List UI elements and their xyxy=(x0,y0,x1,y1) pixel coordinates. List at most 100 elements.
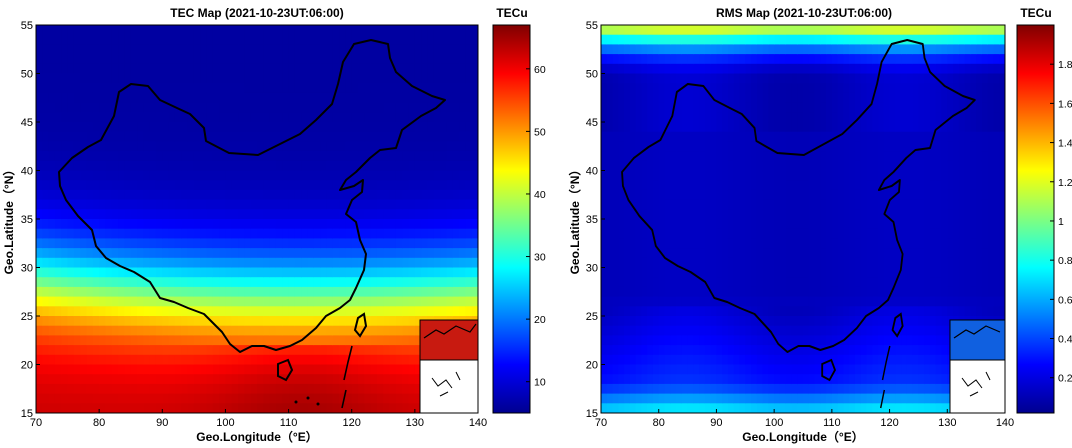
rms-cell xyxy=(808,228,816,239)
rms-cell xyxy=(878,34,885,45)
rms-cell xyxy=(826,170,833,181)
tec-cell xyxy=(86,83,94,94)
tec-cell xyxy=(244,219,252,230)
tec-cell xyxy=(42,316,50,327)
rms-cell xyxy=(779,277,787,288)
tec-cell xyxy=(86,25,94,36)
rms-cell xyxy=(601,325,608,336)
rms-cell xyxy=(768,189,775,201)
rms-cell xyxy=(872,403,879,413)
tec-cell xyxy=(471,44,478,55)
tec-cell xyxy=(440,44,448,55)
rms-cell xyxy=(849,102,856,113)
tec-cell xyxy=(376,219,384,230)
tec-cell xyxy=(307,354,315,366)
rms-cell xyxy=(635,325,642,336)
tec-cell xyxy=(36,335,43,346)
rms-cell xyxy=(872,325,879,336)
rms-cell xyxy=(808,267,816,278)
rms-cell xyxy=(670,34,677,45)
rms-cell xyxy=(745,316,752,327)
tec-cell xyxy=(149,63,157,75)
tec-cell xyxy=(288,141,296,152)
tec-cell xyxy=(174,325,182,336)
rms-cell xyxy=(624,257,631,269)
rms-cell xyxy=(635,151,642,162)
rms-cell xyxy=(704,393,712,404)
rms-cell xyxy=(883,277,891,288)
rms-cell xyxy=(797,219,804,230)
tec-cell xyxy=(257,316,264,327)
tec-cell xyxy=(99,180,107,191)
rms-cell xyxy=(831,34,839,45)
rms-cell xyxy=(716,180,723,191)
tec-cell xyxy=(99,199,107,210)
tec-cell xyxy=(73,248,81,259)
tec-cell xyxy=(358,170,365,181)
tec-cell xyxy=(36,151,43,162)
rms-cell xyxy=(820,306,827,317)
tec-cell xyxy=(67,228,75,239)
tec-cell xyxy=(364,316,372,327)
tec-cell xyxy=(294,102,302,113)
tec-cell xyxy=(105,151,113,162)
tec-cell xyxy=(421,209,429,220)
tec-cell xyxy=(471,306,478,317)
rms-cell xyxy=(878,354,885,366)
rms-cell xyxy=(722,383,729,395)
tec-cell xyxy=(275,73,283,84)
tec-cell xyxy=(427,180,435,191)
tec-cell xyxy=(301,54,309,65)
rms-cell xyxy=(710,102,718,113)
rms-cell xyxy=(797,73,804,84)
tec-cell xyxy=(238,92,245,104)
tec-cell xyxy=(376,122,384,133)
tec-cell xyxy=(275,92,283,104)
rms-cell xyxy=(739,112,746,123)
tec-cell xyxy=(48,73,56,84)
tec-cell xyxy=(465,25,473,36)
tec-cell xyxy=(54,54,62,65)
tec-cell xyxy=(143,286,151,298)
tec-cell xyxy=(383,316,391,327)
tec-cell xyxy=(332,180,340,191)
rms-cell xyxy=(641,25,648,36)
rms-cell xyxy=(849,228,856,239)
tec-cell xyxy=(250,345,258,356)
rms-cell xyxy=(762,189,769,201)
rms-cell xyxy=(687,131,694,142)
tec-cell xyxy=(465,228,473,239)
rms-cell xyxy=(745,102,752,113)
tec-cell xyxy=(42,141,50,152)
rms-cell xyxy=(768,383,775,395)
rms-cell xyxy=(670,63,677,75)
rms-cell xyxy=(710,345,718,356)
tec-cell xyxy=(187,199,195,210)
tec-cell xyxy=(86,257,94,269)
tec-cell xyxy=(446,102,454,113)
rms-cell xyxy=(704,257,712,269)
rms-cell xyxy=(722,238,729,249)
rms-cell xyxy=(814,296,821,307)
tec-cell xyxy=(452,92,460,104)
rms-cell xyxy=(612,141,619,152)
rms-cell xyxy=(860,219,868,230)
tec-cell xyxy=(36,238,43,249)
rms-cell xyxy=(693,228,700,239)
rms-cell xyxy=(670,199,677,210)
tec-cell xyxy=(339,393,346,404)
rms-cell xyxy=(635,277,642,288)
rms-cell xyxy=(745,257,752,269)
tec-cell xyxy=(181,296,189,307)
rms-cell xyxy=(803,228,810,239)
rms-cell xyxy=(883,345,891,356)
rms-cell xyxy=(854,238,862,249)
tec-cell xyxy=(402,316,410,327)
tec-cell xyxy=(326,131,334,142)
rms-cell xyxy=(693,219,700,230)
rms-cell xyxy=(831,209,839,220)
tec-cell xyxy=(73,335,81,346)
tec-cell xyxy=(174,393,182,404)
tec-cell xyxy=(440,267,448,278)
